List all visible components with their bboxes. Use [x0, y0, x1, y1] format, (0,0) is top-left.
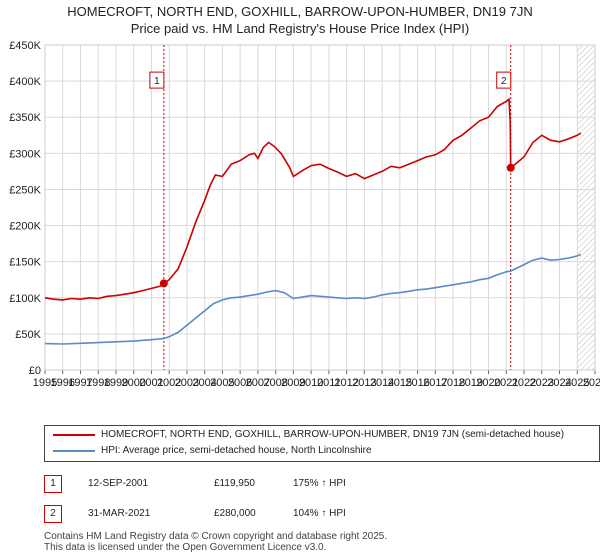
x-tick-label: 2018: [441, 377, 465, 389]
chart-title: HOMECROFT, NORTH END, GOXHILL, BARROW-UP…: [67, 4, 533, 19]
legend-swatch-red: [53, 433, 95, 436]
property-price-line: [44, 97, 582, 301]
x-tick-label: 1999: [104, 377, 128, 389]
x-tick-label: 2021: [494, 377, 518, 389]
forecast-hatch: [577, 45, 595, 370]
y-tick-label: £100K: [9, 293, 41, 305]
y-tick-label: £200K: [9, 221, 41, 233]
y-tick-label: £150K: [9, 257, 41, 269]
sale-marker-label: 2: [501, 76, 507, 87]
legend-item-property: HOMECROFT, NORTH END, GOXHILL, BARROW-UP…: [53, 429, 564, 447]
x-tick-label: 2022: [512, 377, 536, 389]
x-tick-label: 2023: [530, 377, 554, 389]
legend-item-hpi: HPI: Average price, semi-detached house,…: [53, 445, 372, 461]
sale-marker-badge: 2: [44, 505, 62, 523]
x-tick-label: 2026: [583, 377, 600, 389]
y-tick-label: £250K: [9, 184, 41, 196]
x-tick-label: 2004: [192, 377, 216, 389]
x-tick-label: 2001: [139, 377, 163, 389]
x-tick-label: 2008: [263, 377, 287, 389]
y-tick-label: £450K: [9, 40, 41, 52]
legend: HOMECROFT, NORTH END, GOXHILL, BARROW-UP…: [44, 425, 600, 462]
chart-subtitle: Price paid vs. HM Land Registry's House …: [130, 21, 470, 36]
legend-label-property: HOMECROFT, NORTH END, GOXHILL, BARROW-UP…: [101, 429, 565, 440]
x-tick-label: 2017: [423, 377, 447, 389]
x-tick-label: 2010: [299, 377, 323, 389]
hpi-line: [44, 253, 582, 345]
sale-date: 31-MAR-2021: [88, 508, 151, 519]
x-tick-label: 2014: [370, 377, 394, 389]
legend-swatch-blue: [53, 449, 95, 452]
x-tick-label: 2002: [157, 377, 181, 389]
x-tick-label: 2006: [228, 377, 252, 389]
x-tick-label: 1995: [33, 377, 57, 389]
x-tick-label: 2015: [388, 377, 412, 389]
legend-label-hpi: HPI: Average price, semi-detached house,…: [101, 445, 372, 456]
y-tick-label: £350K: [9, 112, 41, 124]
y-tick-label: £300K: [9, 148, 41, 160]
x-tick-label: 2025: [565, 377, 589, 389]
price-chart: £0 £50K £100K £150K £200K £250K £300K £350K £400…: [9, 40, 600, 389]
x-tick-label: 2005: [210, 377, 234, 389]
sale-marker-box: [496, 71, 512, 89]
x-tick-label: 2003: [175, 377, 199, 389]
x-tick-label: 1996: [50, 377, 74, 389]
x-tick-label: 2020: [476, 377, 500, 389]
x-tick-label: 2000: [121, 377, 145, 389]
sale-point: [506, 163, 515, 172]
footer-licence: This data is licensed under the Open Gov…: [44, 542, 327, 553]
sale-marker-label: 1: [154, 76, 160, 87]
y-tick-label: £0: [29, 365, 41, 377]
y-tick-label: £400K: [9, 76, 41, 88]
x-tick-label: 1998: [86, 377, 110, 389]
x-tick-label: 1997: [68, 377, 92, 389]
plot-area: [44, 44, 596, 371]
sale-marker-box: [149, 71, 165, 89]
sale-point: [159, 279, 168, 288]
sale-hpi-change: 104% ↑ HPI: [293, 508, 346, 519]
sale-price: £280,000: [214, 508, 256, 519]
x-tick-label: 2016: [405, 377, 429, 389]
x-tick-label: 2013: [352, 377, 376, 389]
x-tick-label: 2024: [547, 377, 571, 389]
x-tick-label: 2007: [246, 377, 270, 389]
x-tick-label: 2011: [317, 377, 341, 389]
sale-price: £119,950: [214, 478, 255, 489]
x-tick-label: 2009: [281, 377, 305, 389]
sale-marker-badge: 1: [44, 475, 62, 493]
footer-copyright: Contains HM Land Registry data © Crown c…: [44, 531, 388, 542]
sale-hpi-change: 175% ↑ HPI: [293, 478, 346, 489]
sale-date: 12-SEP-2001: [88, 478, 149, 489]
x-tick-label: 2019: [459, 377, 483, 389]
x-tick-label: 2012: [334, 377, 358, 389]
y-tick-label: £50K: [15, 329, 41, 341]
